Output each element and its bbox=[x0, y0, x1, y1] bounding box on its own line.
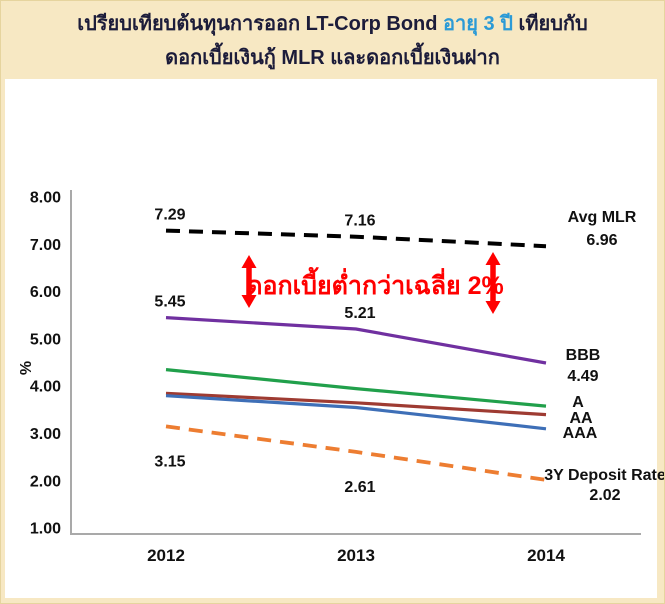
y-axis-title: % bbox=[18, 361, 35, 375]
series-line-aaa bbox=[165, 394, 547, 431]
x-tick-label: 2013 bbox=[337, 546, 375, 565]
series-label-a: A bbox=[572, 394, 584, 411]
title-text-2: เทียบกับ bbox=[512, 13, 588, 35]
axis-lines bbox=[70, 190, 641, 535]
series-line-3y-deposit-rate bbox=[165, 424, 547, 482]
line-chart: 8.00 7.00 6.00 5.00 4.00 3.00 2.00 1.00% 2012 201… bbox=[18, 190, 665, 566]
chart-title: เปรียบเทียบต้นทุนการออก LT-Corp Bond อาย… bbox=[1, 1, 664, 79]
series-line-aa bbox=[165, 391, 547, 417]
y-tick-label: 1.00 bbox=[30, 521, 61, 538]
series-label-avg-mlr: Avg MLR bbox=[568, 209, 637, 226]
title-text-1: เปรียบเทียบต้นทุนการออก LT-Corp Bond bbox=[77, 13, 444, 35]
chart-panel bbox=[5, 79, 657, 598]
title-line-2: ดอกเบี้ยเงินกู้ MLR และดอกเบี้ยเงินฝาก bbox=[165, 47, 500, 69]
y-tick-label: 8.00 bbox=[30, 190, 61, 207]
series-line-bbb bbox=[165, 316, 547, 365]
series-label-3y-deposit-rate: 2.02 bbox=[589, 487, 620, 504]
point-label-3y-deposit-rate: 3.15 bbox=[154, 453, 185, 470]
x-tick-label: 2012 bbox=[147, 546, 185, 565]
series-line-avg-mlr bbox=[165, 228, 547, 249]
series-line-a bbox=[165, 368, 547, 408]
y-tick-label: 3.00 bbox=[30, 426, 61, 443]
series-label-avg-mlr: 6.96 bbox=[586, 232, 617, 249]
series-label-aaa: AAA bbox=[563, 425, 598, 442]
point-label-bbb: 5.45 bbox=[154, 294, 185, 311]
annotation-arrow-head bbox=[241, 255, 257, 268]
point-label-3y-deposit-rate: 2.61 bbox=[344, 479, 375, 496]
y-tick-label: 4.00 bbox=[30, 379, 61, 396]
y-tick-label: 6.00 bbox=[30, 284, 61, 301]
series-label-bbb: 4.49 bbox=[567, 368, 598, 385]
point-label-bbb: 5.21 bbox=[344, 305, 375, 322]
y-tick-label: 7.00 bbox=[30, 237, 61, 254]
y-tick-label: 5.00 bbox=[30, 331, 61, 348]
title-highlight: อายุ 3 ปี bbox=[443, 13, 513, 35]
annotation-arrow-head bbox=[485, 301, 501, 314]
title-line-1: เปรียบเทียบต้นทุนการออก LT-Corp Bond อาย… bbox=[1, 7, 664, 41]
series-label-3y-deposit-rate: 3Y Deposit Rate bbox=[544, 467, 665, 484]
point-label-avg-mlr: 7.16 bbox=[344, 213, 375, 230]
point-label-avg-mlr: 7.29 bbox=[154, 207, 185, 224]
series-label-bbb: BBB bbox=[566, 347, 601, 364]
y-tick-label: 2.00 bbox=[30, 473, 61, 490]
series-label-aa: AA bbox=[569, 410, 593, 427]
annotation-text: ดอกเบี้ยต่ำกว่าเฉลี่ย 2% bbox=[246, 266, 504, 300]
x-tick-label: 2014 bbox=[527, 546, 565, 565]
annotation-arrow-head bbox=[485, 252, 501, 265]
annotation-arrow-head bbox=[241, 295, 257, 308]
